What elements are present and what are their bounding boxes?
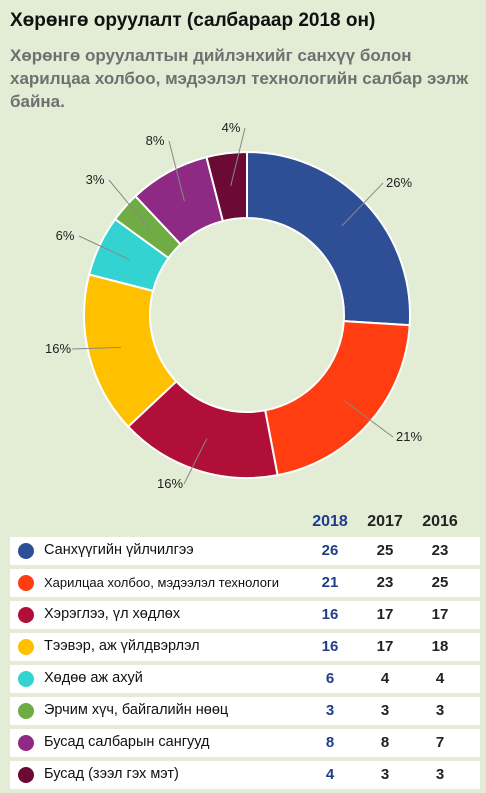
row-label: Бусад салбарын сангууд (44, 734, 210, 750)
cell-2016: 3 (435, 766, 445, 783)
donut-chart: 26% 21% 16% 16% 6% 3% 8% 4% (45, 120, 422, 491)
data-table: 2018 2017 2016 Санхүүгийн үйлчилгээ 26 25 2… (10, 513, 480, 793)
legend-dot (18, 671, 34, 687)
leader-line (183, 438, 208, 485)
year-header-2018: 2018 (312, 513, 348, 530)
table-row: Тээвэр, аж үйлдвэрлэл 16 17 18 (10, 633, 480, 661)
cell-2016: 18 (431, 638, 449, 655)
cell-2018: 16 (321, 638, 339, 655)
leader-line (344, 400, 394, 438)
legend-dot (18, 639, 34, 655)
cell-2016: 25 (431, 574, 449, 591)
leader-line (168, 140, 185, 202)
slice-label: 3% (86, 172, 105, 187)
slice-label: 26% (386, 175, 412, 190)
slice-label: 6% (56, 228, 75, 243)
cell-2018: 16 (321, 606, 339, 623)
leader-line (341, 182, 384, 227)
cell-2017: 17 (376, 638, 394, 655)
table-row: Харилцаа холбоо, мэдээлэл технологи 21 23 2… (10, 569, 480, 597)
donut-slice (246, 150, 411, 327)
cell-2017: 25 (376, 542, 394, 559)
cell-2017: 23 (376, 574, 394, 591)
row-label: Тээвэр, аж үйлдвэрлэл (44, 638, 200, 654)
table-row: Бусад (зээл гэх мэт) 4 3 3 (10, 761, 480, 789)
legend-dot (18, 607, 34, 623)
cell-2018: 21 (321, 574, 339, 591)
cell-2016: 7 (435, 734, 445, 751)
cell-2017: 8 (380, 734, 390, 751)
row-label: Санхүүгийн үйлчилгээ (44, 542, 194, 558)
table-row: Хэрэглээ, үл хөдлөх 16 17 17 (10, 601, 480, 629)
leader-line (78, 235, 130, 261)
table-row: Хөдөө аж ахуй 6 4 4 (10, 665, 480, 693)
cell-2018: 26 (321, 542, 339, 559)
table-row: Эрчим хүч, байгалийн нөөц 3 3 3 (10, 697, 480, 725)
cell-2018: 6 (325, 670, 335, 687)
cell-2016: 17 (431, 606, 449, 623)
legend-dot (18, 767, 34, 783)
cell-2016: 23 (431, 542, 449, 559)
donut-slice (264, 320, 411, 477)
cell-2016: 3 (435, 702, 445, 719)
legend-dot (18, 543, 34, 559)
slice-label: 16% (45, 341, 71, 356)
row-label: Хөдөө аж ахуй (44, 670, 143, 686)
cell-2017: 3 (380, 766, 390, 783)
legend-dot (18, 575, 34, 591)
cell-2016: 4 (435, 670, 445, 687)
row-label: Хэрэглээ, үл хөдлөх (44, 606, 181, 622)
cell-2018: 8 (325, 734, 335, 751)
cell-2018: 4 (325, 766, 335, 783)
leader-line (230, 127, 246, 187)
chart-subtitle: Хөрөнгө оруулалтын дийлэнхийг санхүү бол… (10, 46, 469, 111)
table-header: 2018 2017 2016 (10, 513, 480, 537)
row-label: Харилцаа холбоо, мэдээлэл технологи (44, 575, 279, 590)
legend-dot (18, 735, 34, 751)
slice-label: 4% (222, 120, 241, 135)
row-label: Эрчим хүч, байгалийн нөөц (44, 702, 229, 718)
row-label: Бусад (зээл гэх мэт) (44, 766, 179, 782)
cell-2018: 3 (325, 702, 335, 719)
table-row: Бусад салбарын сангууд 8 8 7 (10, 729, 480, 757)
cell-2017: 4 (380, 670, 390, 687)
year-header-2016: 2016 (422, 513, 458, 530)
table-row: Санхүүгийн үйлчилгээ 26 25 23 (10, 537, 480, 565)
leader-line (108, 179, 150, 230)
slice-label: 8% (146, 133, 165, 148)
slice-label: 16% (157, 476, 183, 491)
leader-line (71, 346, 122, 350)
slice-label: 21% (396, 429, 422, 444)
year-header-2017: 2017 (367, 513, 403, 530)
legend-dot (18, 703, 34, 719)
chart-title: Хөрөнгө оруулалт (салбараар 2018 он) (10, 10, 376, 31)
donut-slice (205, 150, 248, 223)
cell-2017: 3 (380, 702, 390, 719)
cell-2017: 17 (376, 606, 394, 623)
